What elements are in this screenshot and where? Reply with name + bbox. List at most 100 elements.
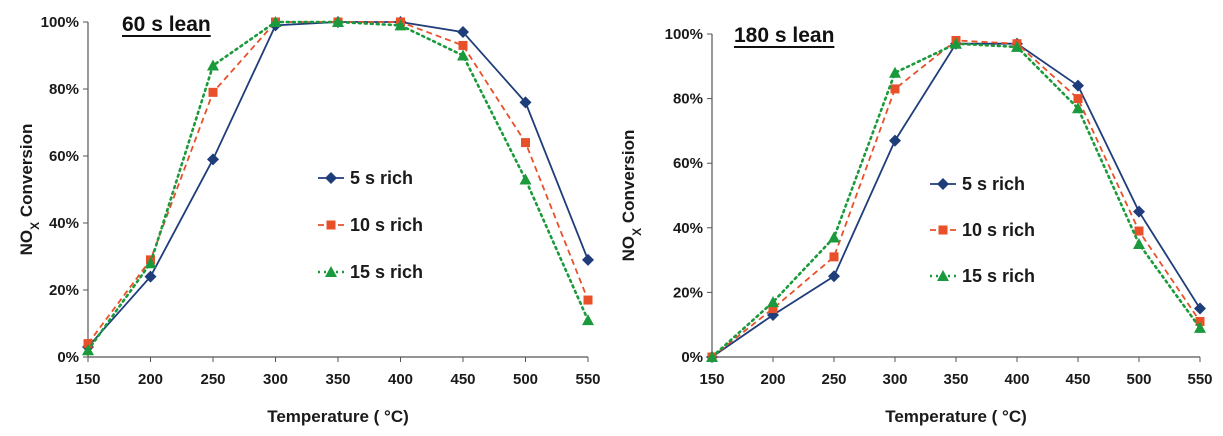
- data-point: [457, 26, 469, 39]
- y-tick-label: 20%: [673, 284, 703, 301]
- legend-marker: [325, 172, 337, 184]
- data-point: [394, 19, 407, 31]
- data-point: [1194, 321, 1206, 333]
- x-tick-label: 500: [513, 371, 538, 388]
- y-tick-label: 0%: [681, 349, 703, 366]
- y-tick-label: 80%: [49, 81, 79, 98]
- x-axis-title: Temperature ( °C): [885, 407, 1027, 426]
- chart-svg: 0% 20% 40% 60% 80% 100% 150 200 250 300 350 400 450 5…: [17, 13, 601, 426]
- series-line: [711, 39, 1201, 358]
- series-line: [87, 21, 589, 345]
- x-tick-label: 200: [138, 371, 163, 388]
- x-tick-label: 400: [1004, 371, 1029, 388]
- y-tick-label: 60%: [673, 155, 703, 172]
- data-point: [889, 134, 901, 147]
- series-5-s-rich: [82, 16, 594, 353]
- legend-label: 5 s rich: [350, 168, 413, 188]
- y-axis-title: NOX Conversion: [17, 124, 42, 256]
- legend-marker: [326, 220, 336, 230]
- data-point: [1134, 226, 1144, 236]
- legend-label: 15 s rich: [350, 262, 423, 282]
- data-point: [583, 295, 593, 305]
- x-tick-label: 350: [325, 371, 350, 388]
- data-point: [829, 252, 839, 262]
- data-point: [582, 253, 594, 266]
- legend-marker: [937, 178, 949, 190]
- series-5-s-rich: [706, 37, 1206, 363]
- data-point: [768, 304, 778, 314]
- legend-marker: [325, 266, 337, 277]
- x-tick-label: 350: [943, 371, 968, 388]
- y-tick-label: 100%: [41, 14, 79, 31]
- data-point: [1194, 302, 1206, 315]
- x-tick-label: 550: [575, 371, 600, 388]
- data-point: [1133, 237, 1145, 249]
- legend-label: 10 s rich: [962, 220, 1035, 240]
- data-point: [1073, 94, 1083, 104]
- x-tick-label: 300: [263, 371, 288, 388]
- chart-60s-lean: 0% 20% 40% 60% 80% 100% 150 200 250 300 350 400 450 5…: [17, 13, 601, 426]
- y-tick-label: 40%: [49, 215, 79, 232]
- chart-180s-lean: 0% 20% 40% 60% 80% 100% 150 200 250 300 350 400 450 5…: [612, 0, 1223, 436]
- x-tick-label: 300: [882, 371, 907, 388]
- x-tick-label: 500: [1126, 371, 1151, 388]
- y-tick-label: 80%: [673, 91, 703, 108]
- data-point: [144, 270, 157, 283]
- data-point: [332, 16, 344, 27]
- series-15-s-rich: [82, 16, 594, 356]
- legend-label: 10 s rich: [350, 215, 423, 235]
- data-point: [269, 16, 282, 27]
- series-10-s-rich: [83, 17, 593, 349]
- data-point: [457, 49, 469, 61]
- data-point: [828, 231, 840, 243]
- y-tick-label: 40%: [673, 220, 703, 237]
- y-axis-title: NOX Conversion: [619, 130, 644, 262]
- x-tick-label: 450: [450, 371, 475, 388]
- data-point: [1133, 205, 1145, 218]
- legend: 5 s rich 10 s rich 15 s rich: [930, 174, 1035, 286]
- legend-marker: [937, 270, 949, 281]
- data-point: [83, 339, 93, 349]
- panel-title: 60 s lean: [122, 13, 211, 36]
- data-point: [828, 270, 840, 283]
- data-point: [582, 314, 594, 326]
- x-tick-label: 250: [821, 371, 846, 388]
- y-tick-label: 0%: [57, 349, 79, 366]
- y-tick-label: 100%: [665, 26, 703, 43]
- legend: 5 s rich 10 s rich 15 s rich: [318, 168, 423, 282]
- x-axis-title: Temperature ( °C): [267, 407, 409, 426]
- y-tick-label: 20%: [49, 282, 79, 299]
- data-point: [889, 66, 901, 78]
- data-point: [706, 351, 718, 362]
- panel-title: 180 s lean: [734, 24, 834, 47]
- series-15-s-rich: [706, 37, 1206, 362]
- data-point: [521, 138, 530, 148]
- data-point: [208, 87, 218, 97]
- x-tick-label: 150: [699, 371, 724, 388]
- series-line: [87, 21, 589, 348]
- data-point: [1072, 79, 1084, 92]
- data-point: [458, 40, 468, 50]
- chart-svg: 0% 20% 40% 60% 80% 100% 150 200 250 300 350 400 450 5…: [619, 24, 1213, 426]
- series-10-s-rich: [707, 35, 1205, 362]
- data-point: [950, 37, 962, 49]
- data-point: [144, 257, 157, 269]
- x-tick-label: 200: [760, 371, 785, 388]
- data-point: [519, 173, 532, 185]
- series-line: [711, 42, 1201, 358]
- legend-label: 5 s rich: [962, 174, 1025, 194]
- data-point: [1072, 102, 1084, 114]
- x-tick-label: 400: [388, 371, 413, 388]
- x-tick-label: 150: [75, 371, 100, 388]
- data-point: [519, 96, 532, 109]
- series-line: [86, 20, 590, 352]
- data-point: [207, 153, 219, 166]
- data-point: [1011, 40, 1023, 52]
- data-point: [82, 344, 94, 356]
- data-point: [207, 59, 219, 71]
- y-tick-label: 60%: [49, 148, 79, 165]
- legend-label: 15 s rich: [962, 266, 1035, 286]
- series-line: [710, 42, 1202, 359]
- data-point: [767, 296, 779, 308]
- legend-marker: [938, 225, 948, 235]
